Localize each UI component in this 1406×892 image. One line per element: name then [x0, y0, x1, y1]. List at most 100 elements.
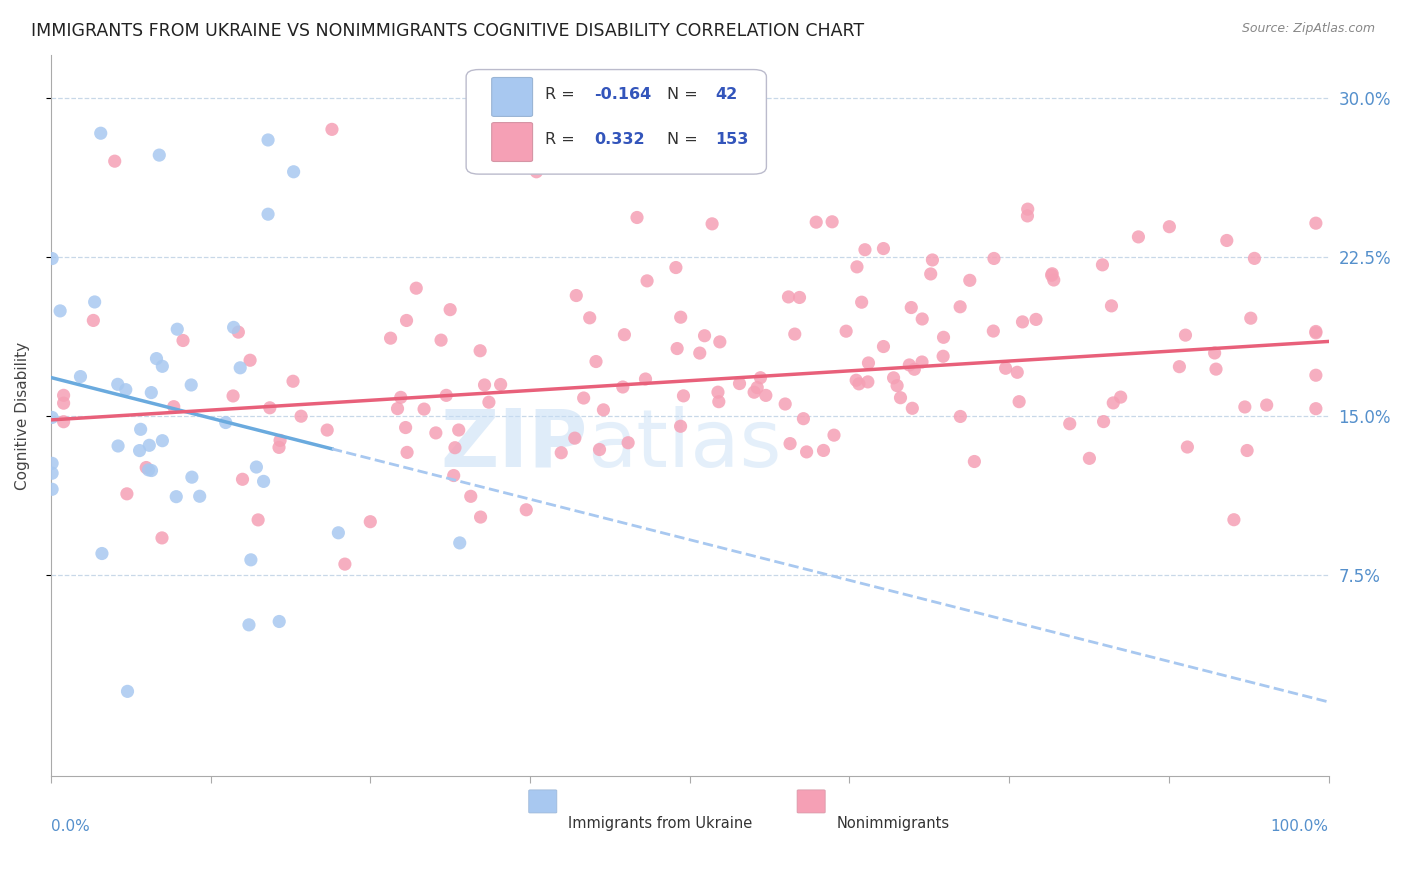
Point — [41, 410, 63, 425]
Point — [755, 388, 778, 402]
Point — [1042, 273, 1064, 287]
Point — [1168, 359, 1191, 374]
Point — [851, 295, 873, 310]
Point — [806, 215, 828, 229]
Point — [468, 343, 491, 358]
Point — [665, 260, 688, 275]
Text: ZIP: ZIP — [440, 406, 588, 483]
Point — [1011, 315, 1033, 329]
Text: -0.164: -0.164 — [593, 87, 651, 103]
Point — [747, 380, 769, 394]
Point — [693, 328, 716, 343]
Point — [1078, 451, 1101, 466]
Point — [180, 470, 202, 484]
Point — [1025, 312, 1047, 326]
Point — [439, 302, 461, 317]
Point — [1204, 346, 1226, 360]
Text: 0.0%: 0.0% — [51, 820, 90, 834]
Point — [921, 252, 943, 267]
Point — [430, 333, 453, 347]
Point — [117, 684, 139, 698]
Point — [1017, 202, 1039, 216]
Point — [222, 389, 245, 403]
Point — [269, 434, 291, 448]
Point — [700, 217, 723, 231]
Point — [145, 351, 167, 366]
Point — [1216, 234, 1239, 248]
Point — [215, 416, 238, 430]
Point — [252, 475, 274, 489]
Point — [259, 401, 281, 415]
Point — [359, 515, 381, 529]
Point — [1040, 268, 1063, 283]
Point — [83, 295, 105, 310]
FancyBboxPatch shape — [492, 122, 533, 161]
Point — [778, 290, 800, 304]
Point — [1305, 216, 1327, 230]
Point — [709, 334, 731, 349]
Point — [281, 374, 304, 388]
Point — [389, 390, 412, 404]
Point — [82, 313, 104, 327]
Point — [1128, 230, 1150, 244]
Point — [267, 441, 290, 455]
Point — [443, 468, 465, 483]
Point — [52, 396, 75, 410]
Point — [626, 211, 648, 225]
Point — [911, 312, 934, 326]
Point — [52, 415, 75, 429]
Point — [1059, 417, 1081, 431]
Point — [550, 446, 572, 460]
Point — [172, 334, 194, 348]
Point — [898, 358, 921, 372]
Point — [886, 378, 908, 392]
Point — [932, 330, 955, 344]
Point — [115, 487, 138, 501]
Point — [238, 618, 260, 632]
Point — [107, 439, 129, 453]
Point — [129, 422, 152, 436]
Point — [283, 165, 305, 179]
Point — [920, 267, 942, 281]
Point — [821, 215, 844, 229]
Point — [107, 377, 129, 392]
Point — [669, 310, 692, 325]
Text: N =: N = — [666, 132, 703, 147]
Point — [636, 274, 658, 288]
Point — [229, 360, 252, 375]
FancyBboxPatch shape — [797, 790, 825, 813]
Point — [963, 454, 986, 468]
Text: R =: R = — [546, 132, 581, 147]
Point — [1017, 209, 1039, 223]
Point — [1101, 299, 1123, 313]
Point — [707, 394, 730, 409]
Point — [1159, 219, 1181, 234]
Point — [135, 460, 157, 475]
Point — [150, 434, 173, 448]
Point — [994, 361, 1017, 376]
Point — [1007, 365, 1029, 379]
Point — [138, 438, 160, 452]
Point — [239, 353, 262, 368]
Point — [911, 355, 934, 369]
Text: 153: 153 — [716, 132, 748, 147]
Point — [749, 370, 772, 384]
Point — [228, 325, 250, 339]
Point — [983, 252, 1005, 266]
Text: 0.332: 0.332 — [593, 132, 644, 147]
Point — [1305, 401, 1327, 416]
Point — [707, 385, 730, 400]
Point — [1091, 258, 1114, 272]
Point — [883, 371, 905, 385]
Point — [41, 483, 63, 497]
Point — [141, 385, 163, 400]
Point — [526, 165, 548, 179]
Point — [52, 388, 75, 402]
Text: atlas: atlas — [588, 406, 782, 483]
Point — [41, 252, 63, 266]
Point — [1092, 415, 1115, 429]
Point — [489, 377, 512, 392]
Text: Source: ZipAtlas.com: Source: ZipAtlas.com — [1241, 22, 1375, 36]
Point — [669, 419, 692, 434]
Point — [413, 402, 436, 417]
